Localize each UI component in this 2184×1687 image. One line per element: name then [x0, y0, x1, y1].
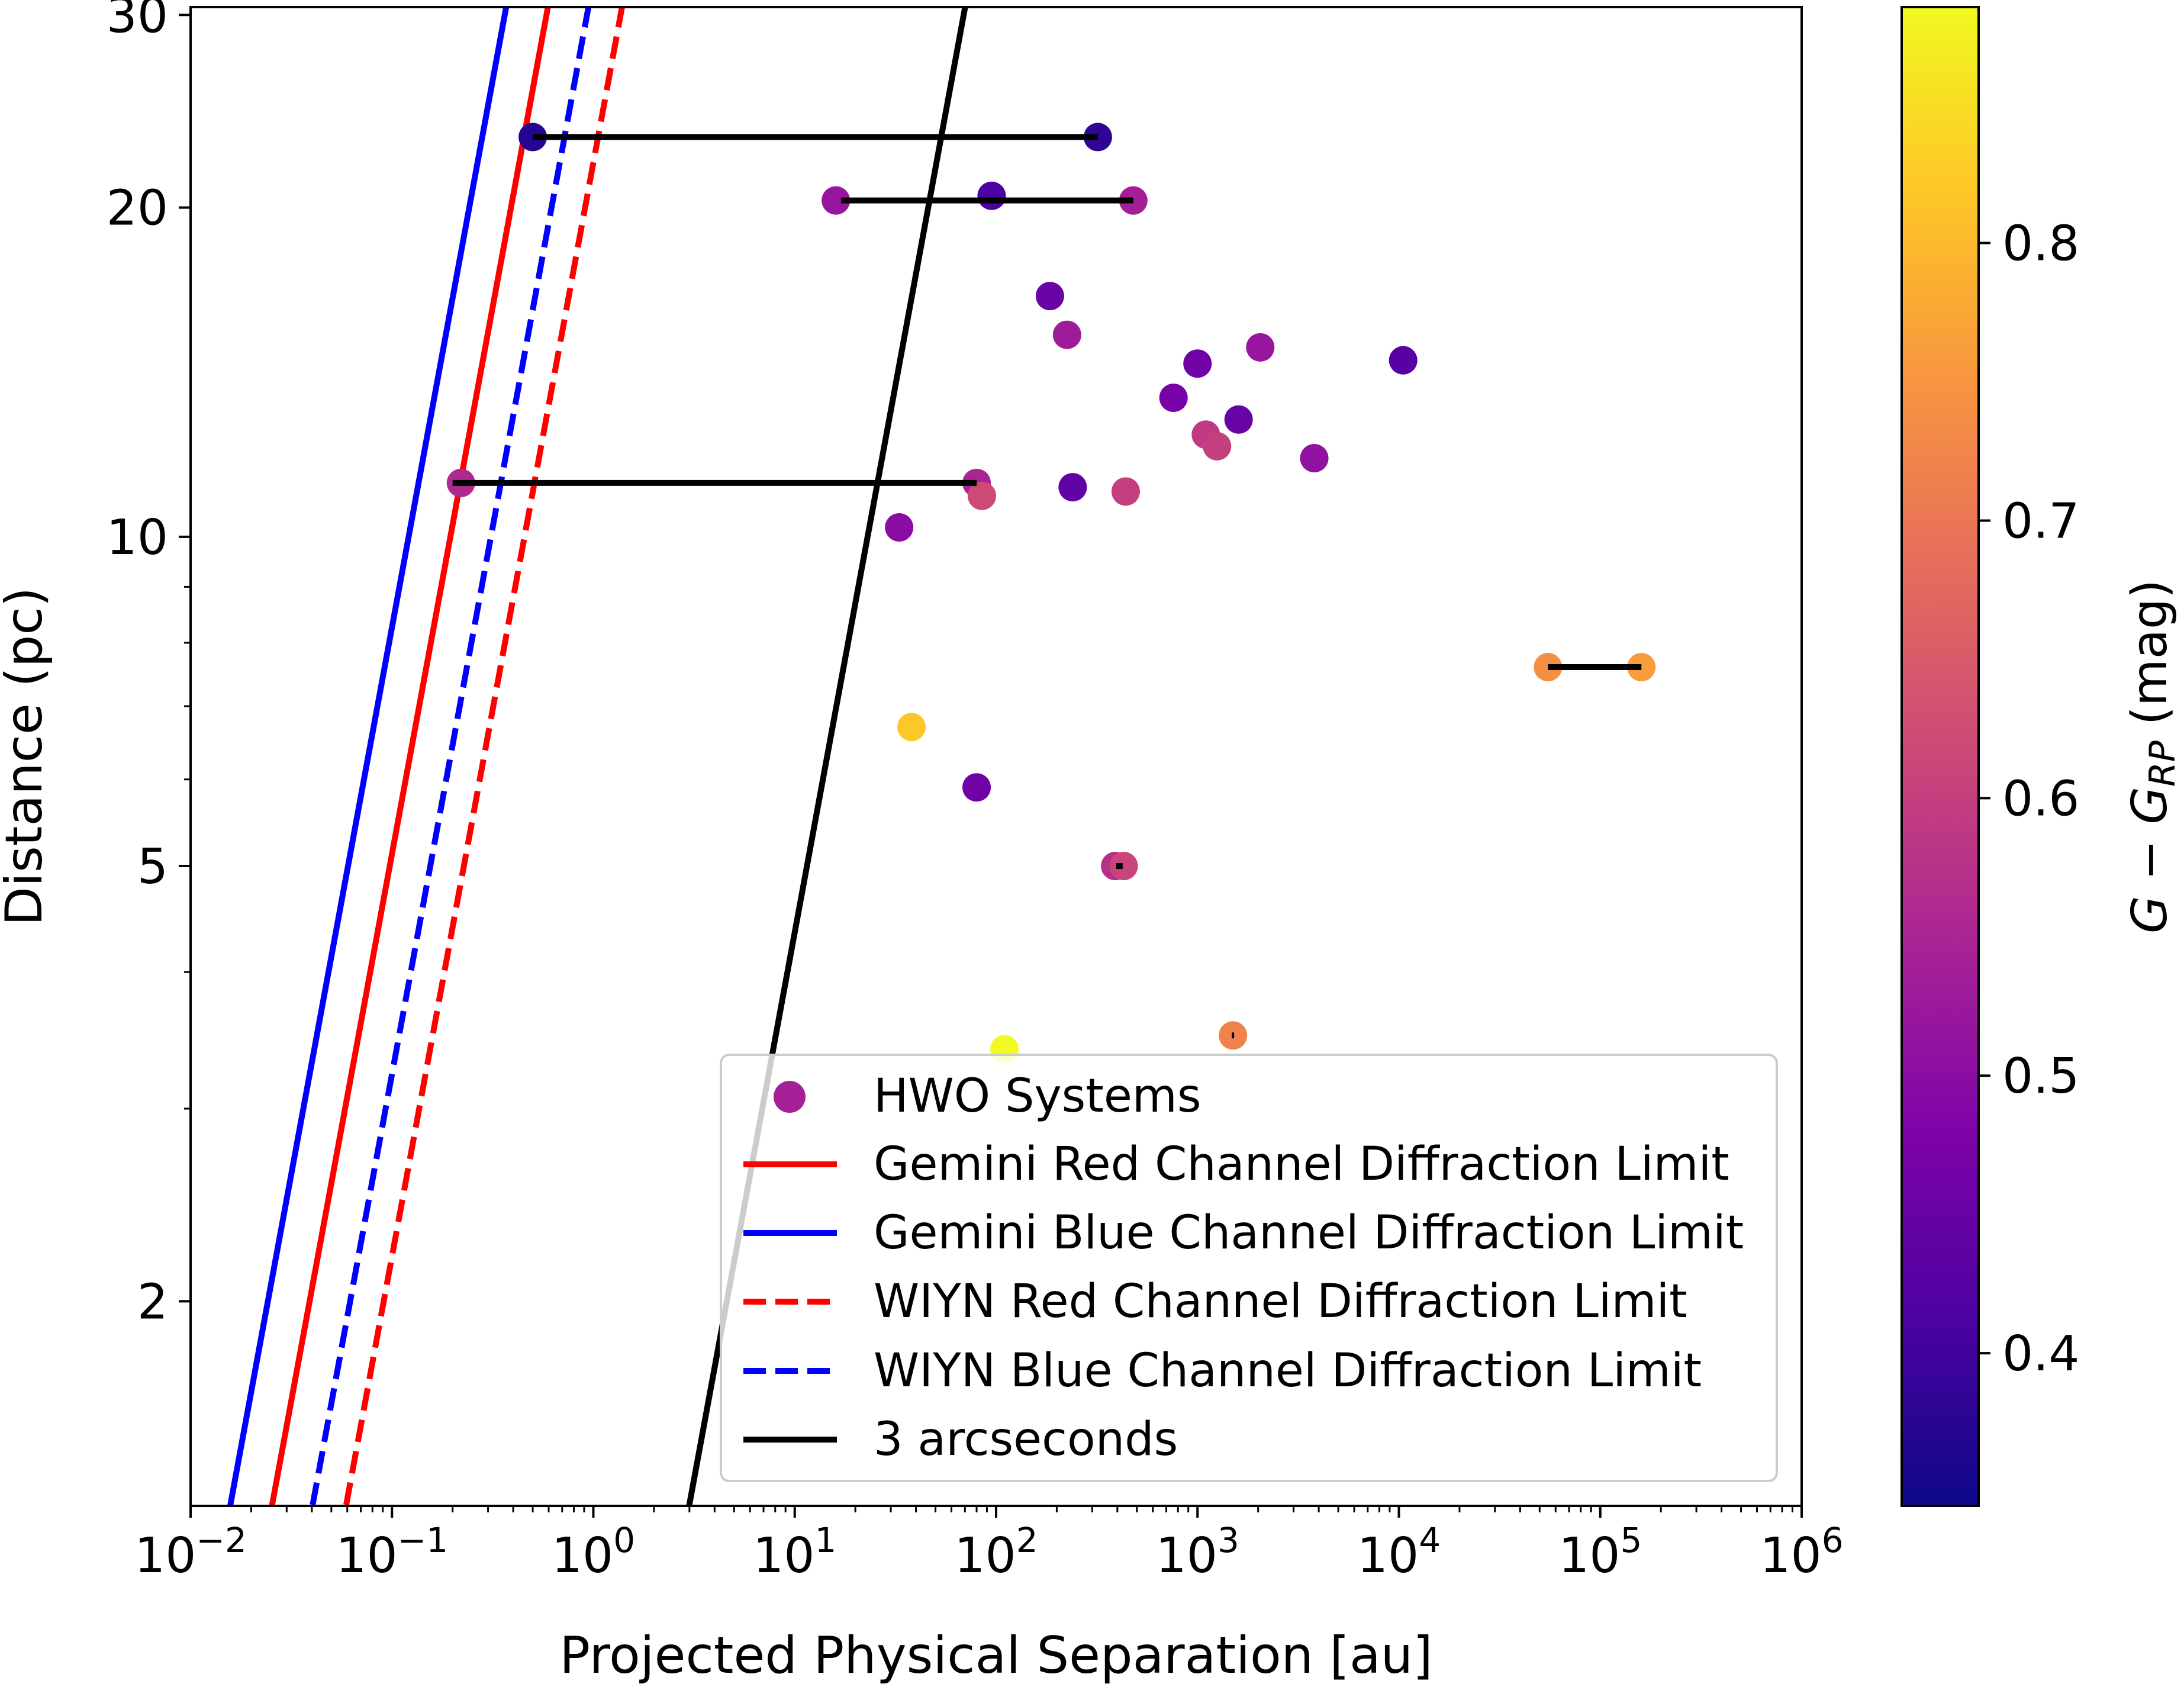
x-tick-label-8: 106: [1760, 1520, 1843, 1584]
hwo-point-24: [962, 773, 991, 802]
hwo-point-3: [977, 181, 1006, 210]
colorbar-tick-label-4: 0.8: [2002, 216, 2079, 272]
hwo-point-9: [1389, 346, 1418, 375]
x-tick-label-1: 10−1: [336, 1520, 448, 1584]
colorbar-tick-label-1: 0.5: [2002, 1048, 2079, 1105]
x-tick-label-4: 102: [954, 1520, 1038, 1584]
x-axis-title: Projected Physical Separation [au]: [559, 1626, 1432, 1685]
y-axis-ticks: 2 5 10 20 30: [107, 0, 191, 1330]
legend-box: [720, 1054, 1778, 1482]
colorbar-frame: [1900, 6, 1980, 1507]
y-tick-label-2: 10: [107, 510, 168, 566]
x-tick-label-6: 104: [1357, 1520, 1441, 1584]
y-tick-label-4: 30: [107, 0, 168, 44]
hwo-point-7: [1183, 349, 1212, 378]
hwo-point-20: [885, 513, 914, 542]
hwo-point-19: [1111, 477, 1140, 506]
limit-line-2: [343, 7, 626, 1506]
colorbar-label: G − GRP (mag): [2122, 579, 2183, 933]
hwo-point-8: [1246, 333, 1275, 362]
x-axis-ticks: 10−2 10−1 100 101 102 103 104 105 106: [134, 1506, 1844, 1584]
x-tick-label-0: 10−2: [134, 1520, 247, 1584]
colorbar: 0.4 0.5 0.6 0.7 0.8 G − GRP (mag): [1900, 6, 2183, 1507]
y-axis-title: Distance (pc): [0, 587, 54, 926]
y-tick-label-0: 2: [137, 1274, 168, 1330]
hwo-point-13: [1203, 432, 1232, 461]
legend-label-gemini-blue: Gemini Blue Channel Diffraction Limit: [874, 1206, 1744, 1260]
hwo-point-23: [897, 713, 926, 742]
colorbar-tick-label-2: 0.6: [2002, 771, 2079, 827]
x-tick-label-2: 100: [552, 1520, 635, 1584]
colorbar-ticks: 0.4 0.5 0.6 0.7 0.8: [1979, 216, 2079, 1382]
limit-line-0: [269, 7, 551, 1506]
legend-label-wiyn-blue: WIYN Blue Channel Diffraction Limit: [874, 1344, 1702, 1398]
hwo-point-10: [1159, 383, 1188, 412]
hwo-point-26: [1109, 852, 1138, 881]
hwo-point-5: [1035, 282, 1064, 311]
hwo-point-17: [967, 481, 996, 510]
colorbar-gradient: [1902, 7, 1979, 1506]
x-tick-label-7: 105: [1558, 1520, 1642, 1584]
y-tick-label-3: 20: [107, 181, 168, 237]
x-tick-label-3: 101: [753, 1520, 836, 1584]
colorbar-tick-label-3: 0.7: [2002, 493, 2079, 549]
hwo-point-11: [1224, 405, 1253, 434]
legend-marker-hwo: [774, 1081, 806, 1113]
x-tick-label-5: 103: [1156, 1520, 1239, 1584]
hwo-point-14: [1300, 444, 1329, 473]
hwo-point-18: [1058, 473, 1087, 502]
limit-line-1: [227, 7, 510, 1506]
legend-label-wiyn-red: WIYN Red Channel Diffraction Limit: [874, 1275, 1687, 1328]
legend-label-gemini-red: Gemini Red Channel Diffraction Limit: [874, 1138, 1729, 1191]
legend: HWO Systems Gemini Red Channel Diffracti…: [720, 1054, 1778, 1482]
legend-label-3-arcsec: 3 arcseconds: [874, 1413, 1178, 1466]
limit-line-3: [309, 7, 592, 1506]
colorbar-tick-label-0: 0.4: [2002, 1326, 2079, 1382]
binary-segments-layer: [452, 134, 1642, 1039]
legend-label-hwo: HWO Systems: [874, 1070, 1201, 1123]
hwo-point-6: [1052, 320, 1081, 349]
hwo-point-2: [822, 186, 851, 215]
y-tick-label-1: 5: [137, 839, 168, 895]
